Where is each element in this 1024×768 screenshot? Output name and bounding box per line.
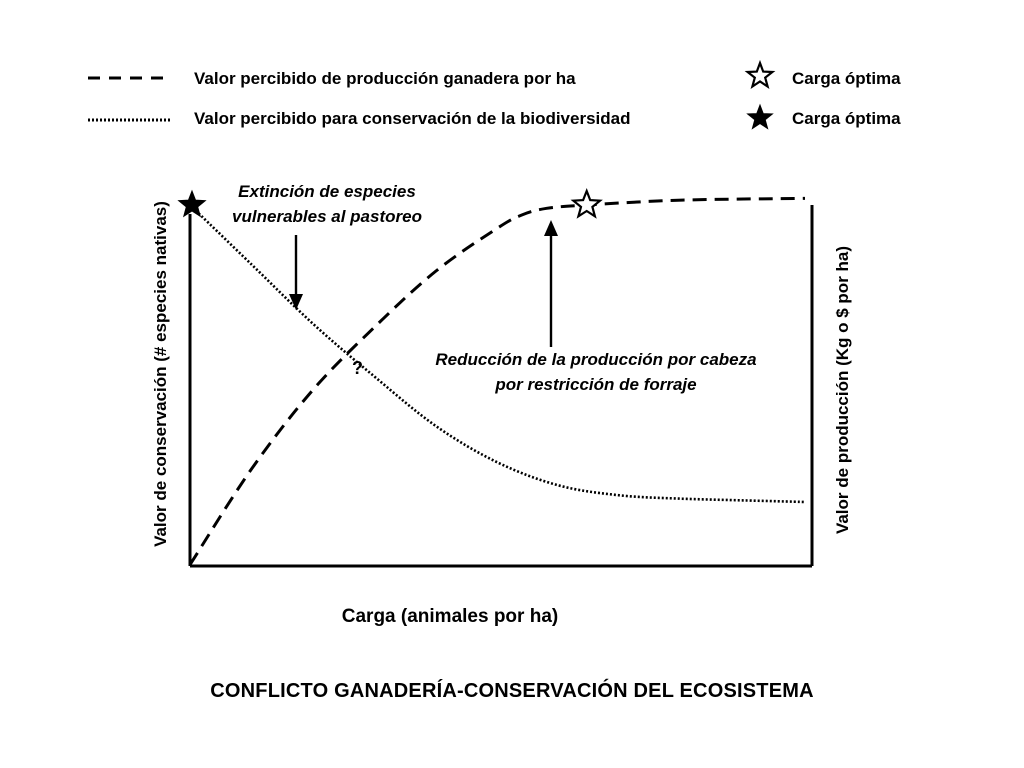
legend-optimum-production: Carga óptima [792, 69, 901, 88]
outline-star-icon [744, 59, 776, 90]
annotation-question-mark: ? [352, 358, 363, 378]
series-line-conservation [189, 204, 806, 504]
y-axis-label-left: Valor de conservación (# especies nativa… [151, 201, 170, 547]
annotation-reduction: Reducción de la producción por cabeza po… [435, 220, 757, 394]
axes [188, 205, 814, 568]
chart-title: CONFLICTO GANADERÍA-CONSERVACIÓN DEL ECO… [210, 680, 814, 702]
annotation-extinction-line2: vulnerables al pastoreo [232, 207, 422, 226]
annotation-extinction: Extinción de especies vulnerables al pas… [232, 182, 422, 310]
legend: Valor percibido de producción ganadera p… [88, 59, 901, 130]
x-axis-label: Carga (animales por ha) [342, 606, 558, 627]
annotation-extinction-arrowhead [289, 294, 303, 310]
annotation-reduction-arrowhead [544, 220, 558, 236]
optimum-marker-production [570, 187, 603, 219]
legend-optimum-conservation: Carga óptima [792, 109, 901, 128]
legend-label-production: Valor percibido de producción ganadera p… [194, 69, 576, 88]
series-line-production [188, 196, 806, 566]
filled-star-icon [746, 103, 774, 130]
annotation-extinction-line1: Extinción de especies [238, 182, 416, 201]
y-axis-label-right: Valor de producción (Kg o $ por ha) [833, 246, 852, 534]
annotation-reduction-line1: Reducción de la producción por cabeza [435, 350, 756, 369]
optimum-marker-conservation [177, 189, 207, 218]
legend-label-conservation: Valor percibido para conservación de la … [194, 109, 630, 128]
annotation-reduction-line2: por restricción de forraje [494, 375, 696, 394]
